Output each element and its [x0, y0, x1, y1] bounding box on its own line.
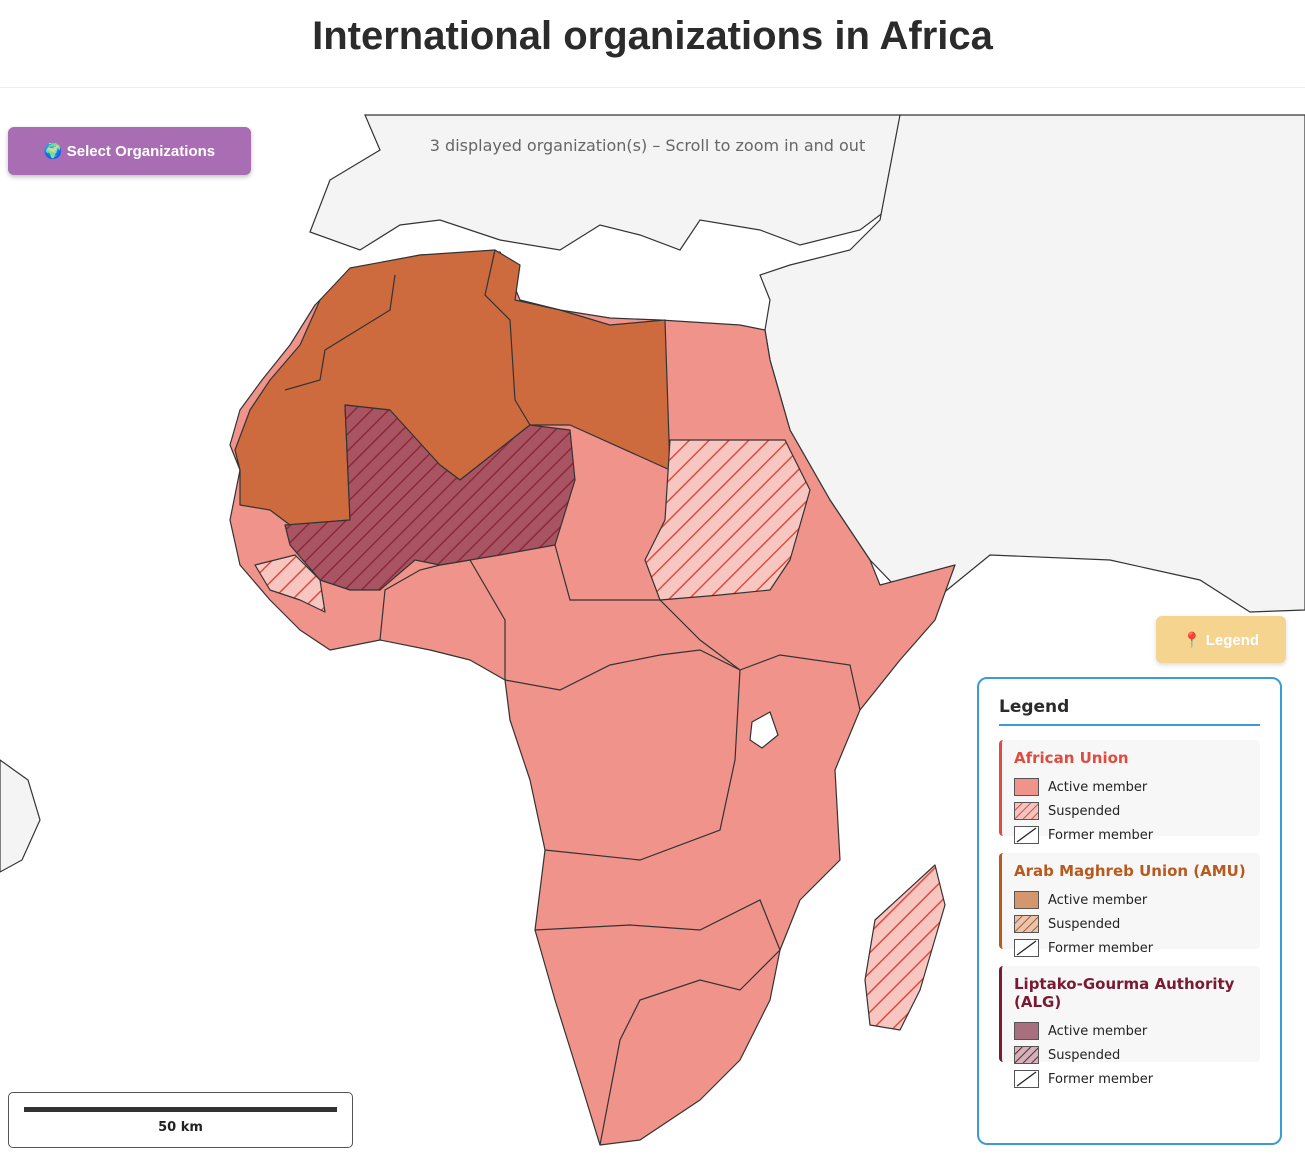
borders	[284, 274, 396, 391]
legend-item: Suspended	[1014, 799, 1248, 823]
legend-group-name: African Union	[1014, 749, 1129, 767]
legend-group-name: Arab Maghreb Union (AMU)	[1014, 862, 1246, 880]
header: International organizations in Africa	[0, 0, 1305, 88]
legend-groups: African Union Active member Suspended Forme…	[999, 740, 1260, 1088]
legend-item-label: Former member	[1048, 940, 1154, 956]
borders	[534, 899, 781, 1146]
legend-group-name: Liptako-Gourma Authority (ALG)	[1014, 975, 1235, 1011]
legend-item: Former member	[1014, 823, 1248, 847]
au-suspended	[644, 439, 811, 601]
legend-item: Suspended	[1014, 1043, 1248, 1067]
legend-panel: Legend African Union Active member Suspend…	[977, 677, 1282, 1145]
borders	[484, 249, 531, 426]
borders	[554, 544, 861, 711]
legend-group: Arab Maghreb Union (AMU) Active member Sus…	[999, 853, 1260, 957]
select-organizations-button[interactable]: 🌍 Select Organizations	[8, 127, 251, 175]
legend-swatch	[1014, 891, 1039, 909]
americas-edge	[0, 759, 41, 873]
legend-item-label: Active member	[1048, 779, 1148, 795]
legend-swatch	[1014, 778, 1039, 796]
borders	[504, 649, 741, 861]
map[interactable]	[0, 88, 1305, 1159]
legend-item: Former member	[1014, 936, 1248, 960]
legend-item-label: Suspended	[1048, 1047, 1121, 1063]
europe	[309, 114, 901, 251]
scale-line	[24, 1107, 337, 1112]
legend-swatch	[1014, 1046, 1039, 1064]
legend-title: Legend	[999, 697, 1260, 726]
legend-swatch	[1014, 915, 1039, 933]
scale-bar: 50 km	[8, 1092, 353, 1148]
legend-item-label: Former member	[1048, 827, 1154, 843]
au-suspended	[864, 864, 946, 1031]
legend-item: Active member	[1014, 1019, 1248, 1043]
legend-group: African Union Active member Suspended Forme…	[999, 740, 1260, 844]
au-suspended	[254, 554, 326, 613]
legend-item: Active member	[1014, 775, 1248, 799]
legend-item-label: Suspended	[1048, 916, 1121, 932]
map-info: 3 displayed organization(s) – Scroll to …	[429, 136, 866, 155]
legend-swatch	[1014, 1070, 1039, 1088]
page-title: International organizations in Africa	[312, 14, 993, 58]
legend-item: Active member	[1014, 888, 1248, 912]
legend-item-label: Former member	[1048, 1071, 1154, 1087]
lake	[749, 711, 779, 749]
legend-item-label: Active member	[1048, 1023, 1148, 1039]
legend-item: Former member	[1014, 1067, 1248, 1091]
scale-label: 50 km	[158, 1120, 203, 1135]
legend-item: Suspended	[1014, 912, 1248, 936]
legend-swatch	[1014, 939, 1039, 957]
legend-item-label: Active member	[1048, 892, 1148, 908]
alg-members	[284, 404, 576, 591]
legend-toggle-button[interactable]: 📍 Legend	[1156, 616, 1286, 663]
legend-swatch	[1014, 802, 1039, 820]
legend-swatch	[1014, 826, 1039, 844]
legend-group: Liptako-Gourma Authority (ALG) Active mem…	[999, 966, 1260, 1088]
legend-item-label: Suspended	[1048, 803, 1121, 819]
legend-swatch	[1014, 1022, 1039, 1040]
